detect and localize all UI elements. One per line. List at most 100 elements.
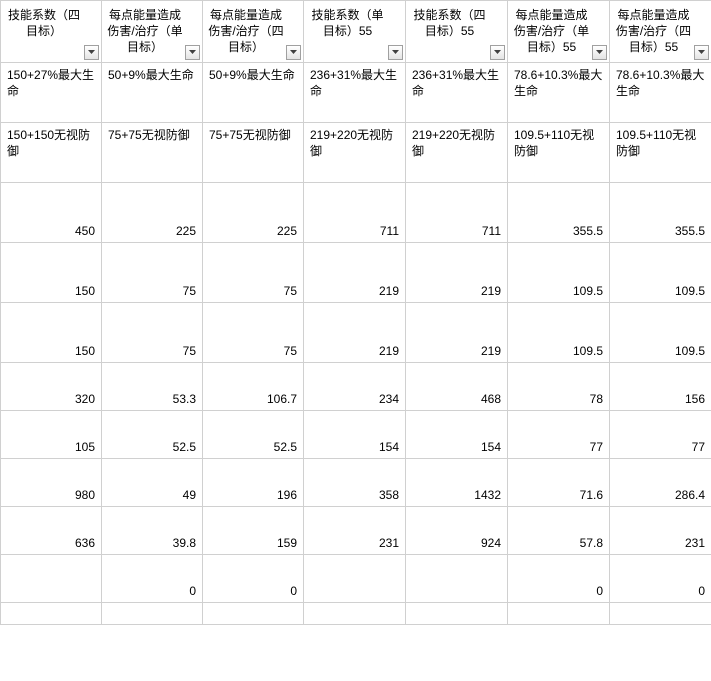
cell[interactable]: 150+27%最大生命	[1, 62, 102, 122]
cell[interactable]: 225	[102, 182, 203, 242]
table-row: 63639.815923192457.8231	[1, 506, 711, 554]
data-table: 技能系数（四目标）每点能量造成伤害/治疗（单目标） 每点能量造成伤害/治疗（四目标…	[0, 0, 711, 625]
filter-dropdown-icon[interactable]	[694, 45, 709, 60]
cell[interactable]: 50+9%最大生命	[102, 62, 203, 122]
cell[interactable]: 236+31%最大生命	[304, 62, 406, 122]
cell[interactable]: 234	[304, 362, 406, 410]
cell[interactable]: 196	[203, 458, 304, 506]
column-header-label: 每点能量造成伤害/治疗（单目标）	[107, 8, 182, 54]
cell[interactable]: 105	[1, 410, 102, 458]
cell[interactable]: 50+9%最大生命	[203, 62, 304, 122]
cell[interactable]: 1432	[406, 458, 508, 506]
cell[interactable]: 450	[1, 182, 102, 242]
cell[interactable]: 219+220无视防御	[304, 122, 406, 182]
header-row: 技能系数（四目标）每点能量造成伤害/治疗（单目标） 每点能量造成伤害/治疗（四目标…	[1, 1, 711, 63]
cell[interactable]: 0	[102, 554, 203, 602]
table-row: 150+150无视防御75+75无视防御75+75无视防御219+220无视防御…	[1, 122, 711, 182]
cell[interactable]: 154	[406, 410, 508, 458]
column-header: 技能系数（单目标）55	[304, 1, 406, 63]
cell[interactable]	[508, 602, 610, 624]
column-header-label: 每点能量造成伤害/治疗（四目标）55	[616, 8, 691, 54]
cell[interactable]	[203, 602, 304, 624]
cell[interactable]: 355.5	[610, 182, 711, 242]
cell[interactable]: 77	[610, 410, 711, 458]
cell[interactable]: 77	[508, 410, 610, 458]
cell[interactable]: 219	[304, 302, 406, 362]
cell[interactable]	[1, 602, 102, 624]
cell[interactable]: 219+220无视防御	[406, 122, 508, 182]
cell[interactable]: 49	[102, 458, 203, 506]
cell[interactable]: 636	[1, 506, 102, 554]
cell[interactable]: 75	[102, 302, 203, 362]
cell[interactable]	[1, 554, 102, 602]
cell[interactable]: 150+150无视防御	[1, 122, 102, 182]
table-row: 150+27%最大生命50+9%最大生命50+9%最大生命236+31%最大生命…	[1, 62, 711, 122]
cell[interactable]: 0	[610, 554, 711, 602]
cell[interactable]: 150	[1, 302, 102, 362]
cell[interactable]: 109.5	[610, 242, 711, 302]
cell[interactable]: 109.5	[508, 302, 610, 362]
cell[interactable]: 53.3	[102, 362, 203, 410]
cell[interactable]: 0	[203, 554, 304, 602]
column-header-label: 每点能量造成伤害/治疗（单目标）55	[514, 8, 589, 54]
cell[interactable]: 75	[203, 302, 304, 362]
cell[interactable]: 219	[406, 242, 508, 302]
cell[interactable]: 231	[610, 506, 711, 554]
cell[interactable]	[102, 602, 203, 624]
table-row: 450225225711711355.5355.5	[1, 182, 711, 242]
cell[interactable]: 156	[610, 362, 711, 410]
cell[interactable]	[304, 554, 406, 602]
cell[interactable]: 159	[203, 506, 304, 554]
cell[interactable]	[610, 602, 711, 624]
filter-dropdown-icon[interactable]	[286, 45, 301, 60]
table-row: 98049196358143271.6286.4	[1, 458, 711, 506]
cell[interactable]	[406, 602, 508, 624]
cell[interactable]: 358	[304, 458, 406, 506]
table-row	[1, 602, 711, 624]
cell[interactable]: 71.6	[508, 458, 610, 506]
cell[interactable]: 52.5	[203, 410, 304, 458]
filter-dropdown-icon[interactable]	[592, 45, 607, 60]
cell[interactable]: 57.8	[508, 506, 610, 554]
filter-dropdown-icon[interactable]	[388, 45, 403, 60]
cell[interactable]: 150	[1, 242, 102, 302]
cell[interactable]: 75+75无视防御	[203, 122, 304, 182]
cell[interactable]: 0	[508, 554, 610, 602]
cell[interactable]: 75	[203, 242, 304, 302]
cell[interactable]: 219	[406, 302, 508, 362]
filter-dropdown-icon[interactable]	[185, 45, 200, 60]
cell[interactable]: 78.6+10.3%最大生命	[508, 62, 610, 122]
table-row: 32053.3106.723446878156	[1, 362, 711, 410]
filter-dropdown-icon[interactable]	[490, 45, 505, 60]
cell[interactable]: 219	[304, 242, 406, 302]
cell[interactable]: 711	[304, 182, 406, 242]
cell[interactable]: 225	[203, 182, 304, 242]
table-row: 10552.552.51541547777	[1, 410, 711, 458]
cell[interactable]: 106.7	[203, 362, 304, 410]
cell[interactable]: 39.8	[102, 506, 203, 554]
column-header-label: 技能系数（单目标）55	[311, 8, 383, 38]
cell[interactable]: 236+31%最大生命	[406, 62, 508, 122]
filter-dropdown-icon[interactable]	[84, 45, 99, 60]
cell[interactable]: 924	[406, 506, 508, 554]
cell[interactable]: 75	[102, 242, 203, 302]
column-header: 技能系数（四目标）	[1, 1, 102, 63]
cell[interactable]: 355.5	[508, 182, 610, 242]
cell[interactable]: 468	[406, 362, 508, 410]
cell[interactable]: 320	[1, 362, 102, 410]
cell[interactable]: 52.5	[102, 410, 203, 458]
cell[interactable]	[304, 602, 406, 624]
cell[interactable]: 980	[1, 458, 102, 506]
cell[interactable]: 109.5	[610, 302, 711, 362]
cell[interactable]: 231	[304, 506, 406, 554]
cell[interactable]: 711	[406, 182, 508, 242]
cell[interactable]: 78.6+10.3%最大生命	[610, 62, 711, 122]
cell[interactable]: 286.4	[610, 458, 711, 506]
cell[interactable]: 78	[508, 362, 610, 410]
cell[interactable]: 109.5+110无视防御	[610, 122, 711, 182]
cell[interactable]: 75+75无视防御	[102, 122, 203, 182]
cell[interactable]: 109.5+110无视防御	[508, 122, 610, 182]
cell[interactable]	[406, 554, 508, 602]
cell[interactable]: 154	[304, 410, 406, 458]
cell[interactable]: 109.5	[508, 242, 610, 302]
